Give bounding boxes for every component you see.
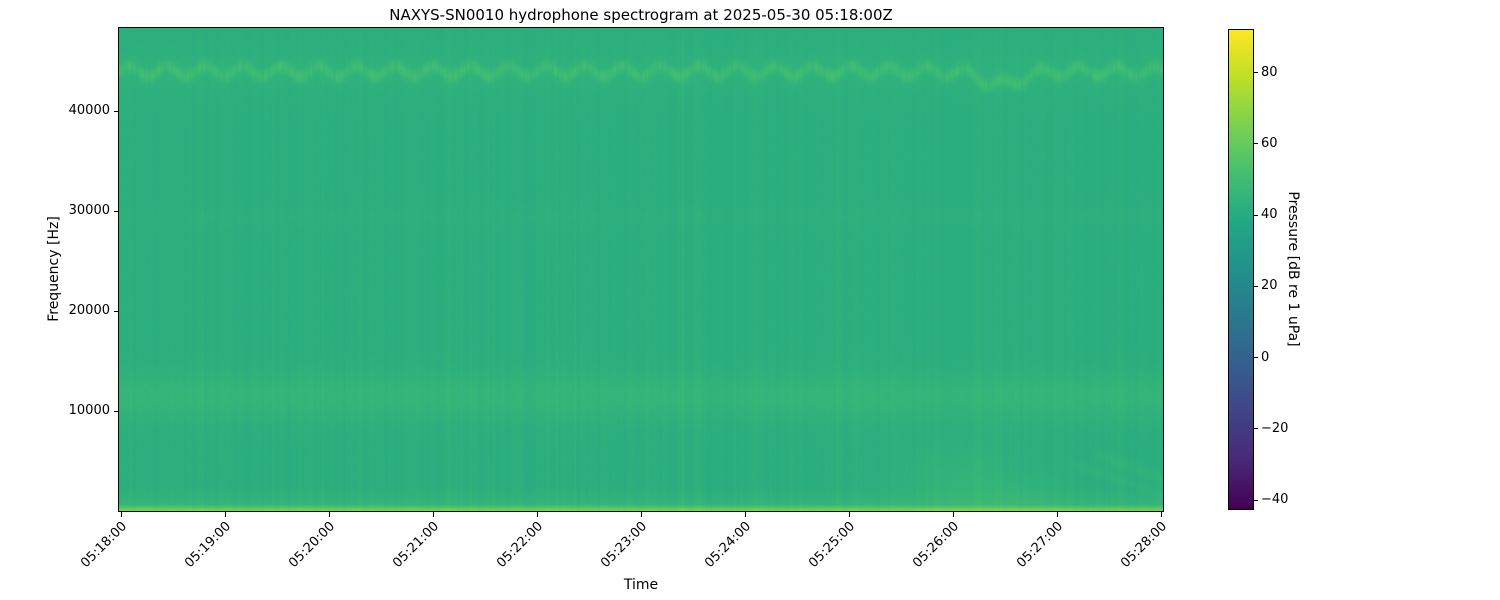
colorbar-tick-label: 60 bbox=[1261, 135, 1278, 151]
x-tick-mark bbox=[120, 512, 122, 517]
x-tick-mark bbox=[744, 512, 746, 517]
y-tick-label: 30000 bbox=[68, 203, 110, 218]
colorbar-tick-mark bbox=[1254, 499, 1258, 501]
y-tick-mark bbox=[114, 210, 119, 212]
x-tick-label: 05:23:00 bbox=[597, 519, 650, 571]
x-tick-mark bbox=[432, 512, 434, 517]
x-tick-label: 05:25:00 bbox=[805, 519, 858, 571]
colorbar-tick-label: −20 bbox=[1261, 420, 1289, 436]
colorbar-tick-label: 80 bbox=[1261, 64, 1278, 80]
colorbar-tick-label: 20 bbox=[1261, 278, 1278, 294]
x-tick-mark bbox=[848, 512, 850, 517]
x-tick-label: 05:27:00 bbox=[1013, 519, 1066, 571]
x-tick-mark bbox=[640, 512, 642, 517]
y-tick-mark bbox=[114, 110, 119, 112]
x-tick-label: 05:28:00 bbox=[1117, 519, 1170, 571]
x-tick-label: 05:20:00 bbox=[285, 519, 338, 571]
colorbar-tick-mark bbox=[1254, 428, 1258, 430]
x-tick-mark bbox=[1160, 512, 1162, 517]
y-tick-mark bbox=[114, 410, 119, 412]
colorbar-label: Pressure [dB re 1 uPa] bbox=[1285, 191, 1301, 347]
spectrogram-heatmap bbox=[119, 28, 1163, 511]
colorbar bbox=[1228, 29, 1254, 510]
colorbar-tick-label: −40 bbox=[1261, 492, 1289, 508]
x-tick-label: 05:22:00 bbox=[493, 519, 546, 571]
x-tick-label: 05:26:00 bbox=[909, 519, 962, 571]
y-tick-label: 40000 bbox=[68, 103, 110, 118]
plot-area bbox=[118, 27, 1164, 512]
colorbar-tick-mark bbox=[1254, 143, 1258, 145]
x-tick-mark bbox=[1056, 512, 1058, 517]
colorbar-tick-mark bbox=[1254, 214, 1258, 216]
x-tick-mark bbox=[328, 512, 330, 517]
x-tick-label: 05:18:00 bbox=[77, 519, 130, 571]
x-axis-label: Time bbox=[623, 577, 659, 593]
colorbar-tick-label: 0 bbox=[1261, 349, 1270, 365]
plot-title: NAXYS-SN0010 hydrophone spectrogram at 2… bbox=[389, 6, 893, 24]
x-tick-mark bbox=[224, 512, 226, 517]
x-tick-mark bbox=[536, 512, 538, 517]
x-tick-label: 05:24:00 bbox=[701, 519, 754, 571]
colorbar-tick-mark bbox=[1254, 285, 1258, 287]
y-tick-mark bbox=[114, 310, 119, 312]
x-tick-mark bbox=[952, 512, 954, 517]
colorbar-tick-mark bbox=[1254, 357, 1258, 359]
x-tick-label: 05:21:00 bbox=[389, 519, 442, 571]
x-tick-label: 05:19:00 bbox=[181, 519, 234, 571]
y-tick-label: 10000 bbox=[68, 403, 110, 418]
y-tick-label: 20000 bbox=[68, 303, 110, 318]
colorbar-tick-label: 40 bbox=[1261, 207, 1278, 223]
colorbar-tick-mark bbox=[1254, 72, 1258, 74]
